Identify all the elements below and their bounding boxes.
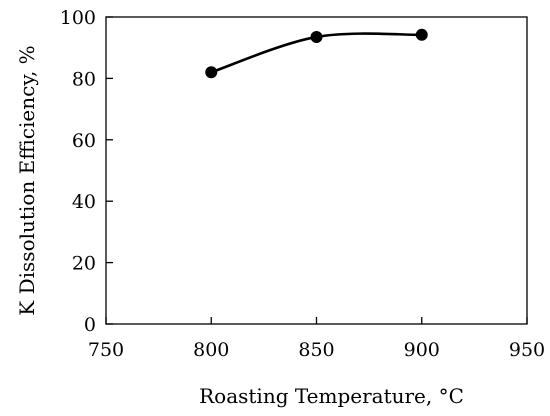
y-tick-label: 80: [72, 68, 96, 90]
y-tick-label: 60: [72, 130, 96, 152]
data-point: [205, 66, 218, 79]
x-axis-title: Roasting Temperature, °C: [199, 384, 464, 408]
x-tick-label: 900: [404, 339, 440, 361]
data-point: [310, 30, 323, 43]
axes: 0 20 40 60 80 100 750 800 850 900 950: [60, 7, 545, 361]
x-tick-label: 800: [193, 339, 229, 361]
plot-frame: [105, 16, 528, 325]
x-tick-label: 950: [509, 339, 545, 361]
y-tick-label: 20: [72, 253, 96, 275]
x-tick-label: 850: [298, 339, 334, 361]
y-tick-label: 40: [72, 191, 96, 213]
data-point: [415, 28, 428, 41]
x-tick-label: 750: [88, 339, 124, 361]
y-tick-label: 0: [84, 314, 96, 336]
y-axis-title: K Dissolution Efficiency, %: [15, 45, 39, 315]
series-layer: [205, 28, 428, 79]
y-tick-label: 100: [60, 7, 96, 29]
